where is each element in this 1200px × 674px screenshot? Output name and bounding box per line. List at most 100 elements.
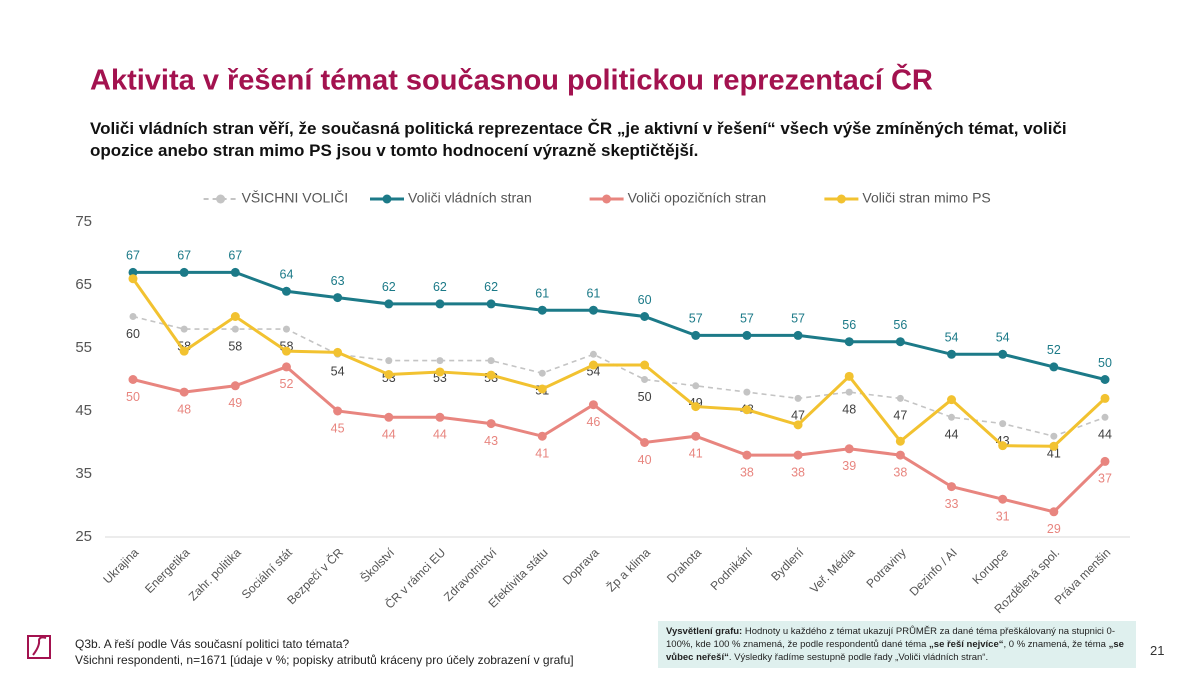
- footnote-line: Všichni respondenti, n=1671 [údaje v %; …: [75, 653, 574, 667]
- data-point: [128, 375, 138, 384]
- series-line: [132, 365, 1107, 514]
- data-point: [230, 312, 240, 321]
- data-point: [282, 325, 290, 333]
- data-point: [333, 406, 343, 416]
- data-point: [230, 267, 240, 277]
- data-point: [487, 357, 495, 365]
- data-label: 61: [535, 286, 549, 300]
- data-point: [180, 325, 188, 333]
- data-point: [435, 299, 445, 309]
- data-point: [691, 431, 701, 441]
- data-label: 52: [1047, 343, 1061, 357]
- explanation-text: „se řeší nejvíce“: [929, 639, 1004, 650]
- data-point: [129, 313, 137, 320]
- data-point: [281, 362, 291, 372]
- data-point: [385, 357, 393, 365]
- logo: [27, 635, 51, 659]
- x-tick-label: Energetika: [142, 545, 193, 596]
- series-line: [131, 277, 1107, 448]
- data-point: [435, 412, 445, 422]
- legend-label: Voliči opozičních stran: [628, 190, 767, 206]
- data-point: [589, 350, 597, 358]
- x-tick-label: Zahr. politika: [186, 545, 244, 603]
- legend-label: Voliči stran mimo PS: [862, 190, 990, 206]
- data-point: [640, 312, 650, 321]
- data-point: [999, 420, 1007, 428]
- data-point: [640, 360, 650, 370]
- data-label: 44: [433, 428, 447, 442]
- data-label: 38: [791, 465, 805, 479]
- data-point: [588, 305, 598, 315]
- data-point: [384, 299, 394, 309]
- chart-title: Aktivita v řešení témat současnou politi…: [90, 63, 933, 97]
- page-number: 21: [1150, 643, 1165, 658]
- data-label: 64: [280, 268, 294, 282]
- data-point: [436, 357, 444, 365]
- legend-marker: [216, 194, 226, 204]
- x-tick-label: Drahota: [664, 545, 704, 585]
- data-point: [743, 388, 751, 396]
- data-label: 52: [280, 377, 294, 391]
- y-tick-label: 75: [75, 213, 92, 230]
- data-point: [691, 402, 701, 412]
- data-point: [281, 286, 291, 296]
- data-label: 41: [1047, 446, 1061, 460]
- data-label: 39: [842, 459, 856, 473]
- data-label: 40: [638, 453, 652, 467]
- data-label: 44: [945, 428, 959, 442]
- explanation-text: . Výsledky řadíme sestupně podle řady „V…: [728, 652, 989, 663]
- series-line: [132, 315, 1106, 438]
- data-point: [128, 274, 138, 284]
- data-point: [947, 482, 957, 492]
- data-point: [538, 369, 546, 377]
- data-point: [947, 395, 957, 405]
- data-label: 41: [689, 446, 703, 460]
- x-tick-label: Veř. Média: [807, 545, 858, 596]
- data-label: 54: [331, 365, 345, 379]
- data-label: 47: [893, 409, 907, 423]
- explanation-box: Vysvětlení grafu: Hodnoty u každého z té…: [658, 621, 1136, 668]
- data-label: 46: [586, 415, 600, 429]
- data-label: 50: [1098, 356, 1112, 370]
- y-tick-label: 65: [75, 276, 92, 293]
- y-tick-label: 55: [75, 339, 92, 356]
- legend-marker: [836, 194, 846, 204]
- data-point: [844, 337, 854, 347]
- data-point: [794, 394, 802, 402]
- data-point: [1049, 441, 1059, 451]
- x-tick-label: Dezinfo / AI: [907, 545, 960, 598]
- data-label: 50: [126, 390, 140, 404]
- x-tick-label: Korupce: [970, 545, 1012, 587]
- data-point: [128, 267, 138, 277]
- data-point: [179, 346, 189, 356]
- explanation-text: Vysvětlení grafu:: [666, 626, 743, 637]
- legend-label: Voliči vládních stran: [408, 190, 532, 206]
- data-label: 48: [842, 402, 856, 416]
- data-point: [1049, 507, 1059, 517]
- data-label: 57: [791, 312, 805, 326]
- data-label: 45: [331, 421, 345, 435]
- data-label: 56: [842, 318, 856, 332]
- series-line: [133, 270, 1106, 381]
- data-point: [641, 376, 649, 383]
- explanation-text: Hodnoty u každého z témat ukazují PRŮMĚR…: [666, 626, 1116, 650]
- data-label: 56: [893, 318, 907, 332]
- data-label: 57: [740, 312, 754, 326]
- data-point: [588, 360, 598, 370]
- data-point: [384, 369, 394, 379]
- data-point: [947, 349, 957, 359]
- data-label: 29: [1047, 522, 1061, 536]
- data-label: 37: [1098, 472, 1112, 486]
- footnote-line: Q3b. A řeší podle Vás současní politici …: [75, 637, 350, 651]
- data-point: [896, 394, 904, 402]
- data-label: 62: [382, 280, 396, 294]
- data-point: [895, 450, 905, 460]
- data-point: [384, 412, 394, 422]
- data-label: 57: [689, 312, 703, 326]
- y-tick-label: 25: [75, 528, 92, 545]
- data-label: 33: [945, 497, 959, 511]
- legend-marker: [602, 194, 612, 204]
- data-point: [895, 436, 905, 446]
- data-label: 49: [228, 396, 242, 410]
- data-point: [333, 293, 343, 303]
